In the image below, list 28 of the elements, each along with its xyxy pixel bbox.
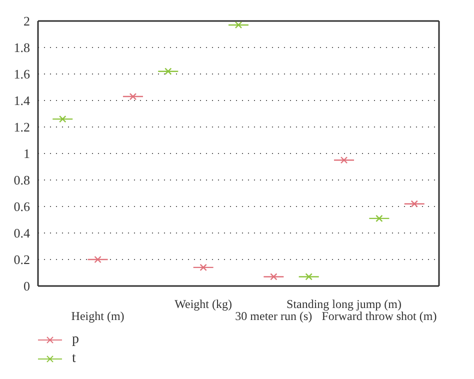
y-tick-label: 0.2 [14,252,30,268]
point [376,214,383,222]
y-tick-label: 2 [24,14,30,29]
point [200,264,207,272]
y-tick-label: 1.6 [14,66,30,82]
point [94,256,102,264]
x-tick-label: Weight (kg) [174,297,232,311]
point [270,273,278,280]
point [410,200,418,208]
legend-label: p [72,332,79,348]
y-tick-label: 1.4 [14,93,30,108]
x-tick-label: Standing long jump (m) [286,297,402,311]
point [59,115,66,123]
x-tick-label: Height (m) [71,309,124,323]
point [305,273,312,280]
y-tick-label: 0 [24,278,30,294]
y-tick-label: 0.8 [14,172,30,188]
point [129,92,137,100]
y-tick-label: 0.6 [14,199,30,214]
y-tick-label: 1 [24,146,30,162]
point [234,21,242,29]
y-tick-label: 1.2 [14,120,30,135]
legend-label: t [72,350,76,366]
x-tick-label: 30 meter run (s) [235,309,312,323]
y-tick-label: 1.8 [14,40,30,56]
y-tick-label: 0.4 [14,226,30,241]
point [340,156,348,164]
point [164,68,172,75]
